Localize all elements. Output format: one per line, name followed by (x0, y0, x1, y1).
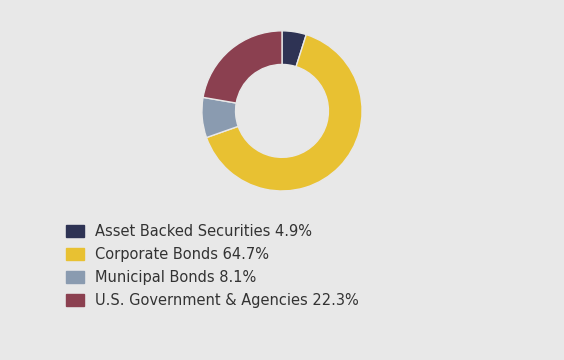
Legend: Asset Backed Securities 4.9%, Corporate Bonds 64.7%, Municipal Bonds 8.1%, U.S. : Asset Backed Securities 4.9%, Corporate … (62, 220, 364, 313)
Wedge shape (202, 97, 238, 138)
Wedge shape (282, 31, 306, 67)
Wedge shape (203, 31, 282, 103)
Wedge shape (206, 35, 362, 191)
